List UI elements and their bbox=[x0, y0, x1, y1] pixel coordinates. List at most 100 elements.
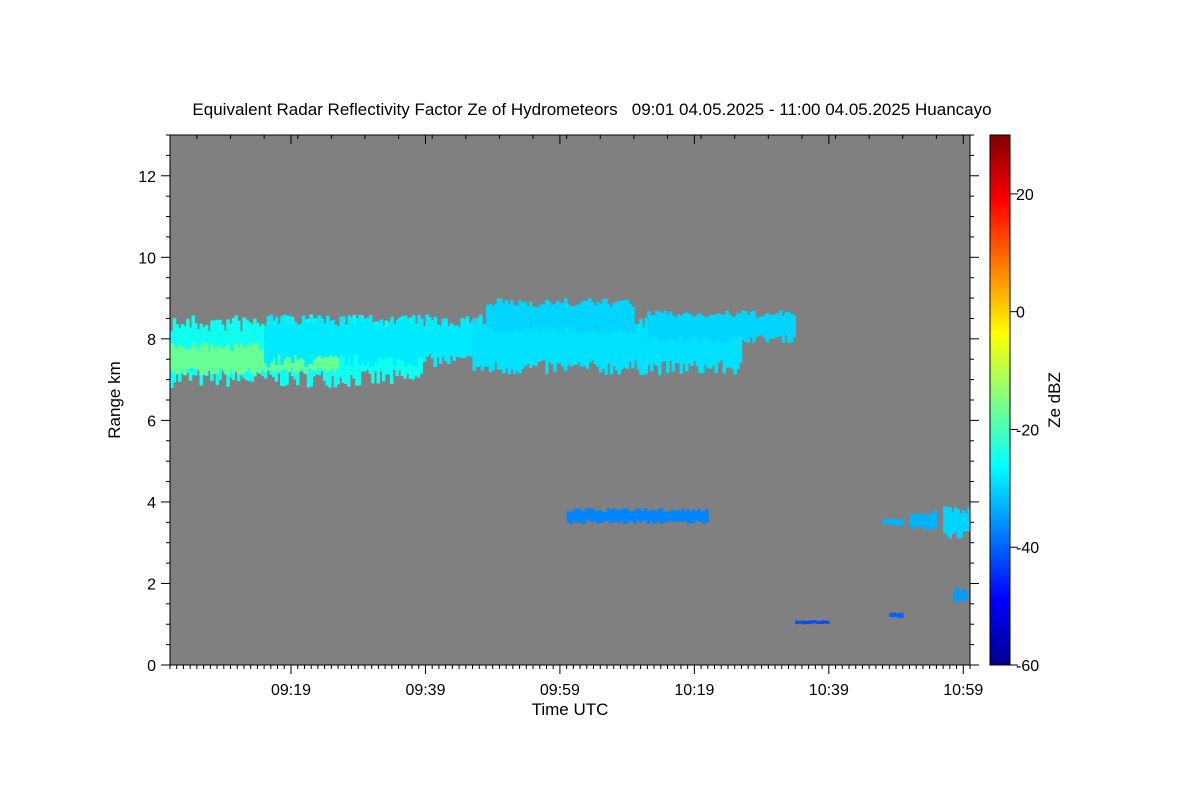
echo-cell bbox=[676, 316, 681, 338]
echo-cell bbox=[520, 317, 525, 369]
echo-cell bbox=[499, 298, 503, 334]
echo-cell bbox=[204, 343, 209, 375]
echo-cell bbox=[574, 508, 579, 523]
echo-cell bbox=[741, 310, 745, 340]
echo-cell bbox=[667, 511, 672, 521]
echo-cell bbox=[323, 323, 327, 357]
echo-cell bbox=[685, 312, 689, 340]
echo-cell bbox=[671, 315, 675, 339]
echo-cell bbox=[512, 305, 517, 329]
echo-cell bbox=[917, 514, 922, 527]
echo-cell bbox=[512, 327, 517, 374]
echo-cell bbox=[414, 325, 419, 368]
echo-cell bbox=[239, 343, 243, 375]
echo-cell bbox=[539, 318, 544, 361]
echo-cell bbox=[644, 318, 649, 374]
echo-cell bbox=[347, 315, 351, 355]
echo-cell bbox=[566, 322, 571, 365]
echo-cell bbox=[611, 508, 616, 523]
echo-cell bbox=[475, 322, 479, 367]
echo-cell bbox=[247, 343, 251, 368]
echo-cell bbox=[382, 327, 386, 360]
echo-cell bbox=[293, 321, 298, 355]
echo-cell bbox=[709, 314, 713, 340]
echo-cell bbox=[358, 314, 362, 365]
echo-cell bbox=[561, 303, 565, 335]
echo-cell bbox=[951, 511, 955, 534]
echo-cell bbox=[228, 350, 233, 369]
echo-cell bbox=[186, 350, 190, 369]
x-tick-label: 10:59 bbox=[943, 682, 983, 699]
echo-cell bbox=[678, 510, 682, 522]
echo-cell bbox=[488, 316, 493, 373]
echo-cell bbox=[547, 328, 552, 363]
echo-cell bbox=[320, 319, 325, 359]
echo-cell bbox=[887, 518, 891, 525]
echo-cell bbox=[598, 510, 603, 523]
echo-cell bbox=[717, 313, 721, 339]
echo-cell bbox=[374, 325, 378, 362]
echo-cell bbox=[943, 506, 947, 534]
echo-cell bbox=[967, 507, 970, 532]
echo-cell bbox=[299, 324, 303, 359]
echo-cell bbox=[682, 313, 686, 342]
echo-cell bbox=[186, 318, 190, 373]
echo-cell bbox=[287, 346, 291, 372]
echo-cell bbox=[627, 511, 632, 521]
echo-cell bbox=[590, 301, 595, 332]
echo-cell bbox=[252, 343, 257, 376]
echo-cell bbox=[326, 315, 330, 357]
echo-cell bbox=[229, 323, 233, 378]
echo-cell bbox=[625, 508, 629, 524]
echo-cell bbox=[191, 343, 195, 368]
echo-cell bbox=[890, 519, 894, 525]
echo-cell bbox=[754, 318, 759, 338]
echo-cell bbox=[784, 312, 788, 335]
echo-cell bbox=[630, 511, 635, 522]
echo-cell bbox=[355, 318, 359, 355]
echo-cell bbox=[264, 326, 268, 364]
echo-cell bbox=[771, 315, 775, 339]
echo-cell bbox=[701, 319, 705, 374]
echo-cell bbox=[390, 316, 394, 357]
echo-cell bbox=[502, 315, 506, 374]
echo-cell bbox=[518, 300, 522, 334]
echo-cell bbox=[202, 343, 206, 375]
echo-cell bbox=[657, 509, 661, 522]
echo-cell bbox=[537, 323, 541, 362]
echo-cell bbox=[687, 324, 692, 364]
echo-cell bbox=[452, 325, 456, 361]
echo-cell bbox=[805, 621, 809, 624]
echo-cell bbox=[460, 318, 464, 359]
echo-cell bbox=[463, 318, 467, 358]
echo-cell bbox=[800, 620, 804, 624]
echo-low-echo-2 bbox=[889, 612, 904, 619]
echo-cell bbox=[690, 315, 694, 337]
echo-cell bbox=[596, 302, 600, 335]
echo-cell bbox=[494, 304, 498, 333]
echo-cell bbox=[406, 319, 411, 363]
echo-cell bbox=[468, 323, 472, 357]
echo-cell bbox=[810, 620, 815, 624]
echo-cell bbox=[691, 509, 696, 524]
echo-cell bbox=[698, 328, 702, 374]
echo-cell bbox=[914, 513, 919, 526]
echo-cell bbox=[643, 508, 648, 521]
echo-cell bbox=[639, 318, 643, 375]
echo-cell bbox=[385, 327, 389, 358]
echo-cell bbox=[964, 514, 969, 531]
echo-cell bbox=[282, 314, 287, 360]
echo-cell bbox=[892, 518, 896, 526]
echo-cell bbox=[925, 514, 930, 529]
y-tick-label: 6 bbox=[147, 413, 156, 430]
echo-cell bbox=[900, 612, 904, 618]
echo-cell bbox=[312, 322, 316, 360]
echo-cell bbox=[324, 344, 329, 373]
echo-cell bbox=[231, 317, 236, 380]
echo-cell bbox=[641, 510, 645, 522]
echo-cell bbox=[360, 321, 365, 362]
echo-cell bbox=[412, 315, 416, 366]
echo-cell bbox=[615, 301, 619, 334]
echo-cell bbox=[566, 511, 571, 523]
